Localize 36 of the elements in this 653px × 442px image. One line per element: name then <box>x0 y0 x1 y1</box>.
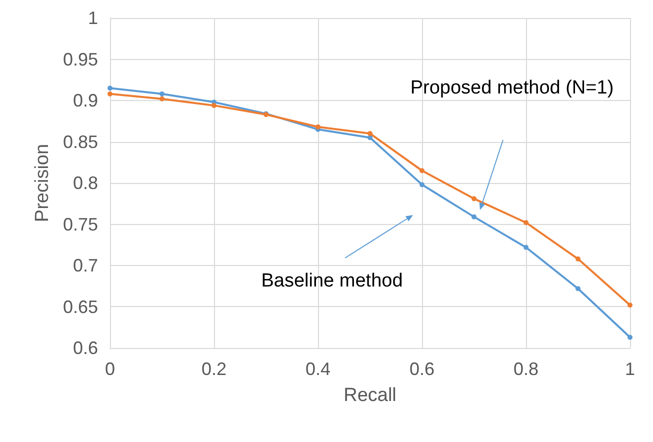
y-tick-label: 0.95 <box>62 49 98 70</box>
point <box>524 244 528 250</box>
y-tick-label: 0.7 <box>72 256 98 276</box>
annotation: Proposed method (N=1) <box>410 78 614 98</box>
y-tick-label: 0.85 <box>62 132 98 152</box>
x-tick-label: 1 <box>624 359 636 379</box>
point <box>212 102 216 108</box>
x-tick-label: 0.8 <box>513 359 539 379</box>
point <box>472 196 476 202</box>
point <box>576 256 580 262</box>
y-tick-label: 1 <box>88 8 98 28</box>
x-tick-label: 0.4 <box>305 359 331 379</box>
x-tick-label: 0.6 <box>409 359 435 379</box>
y-tick-label: 0.9 <box>72 90 98 110</box>
point <box>316 124 320 130</box>
y-tick-label: 0.75 <box>62 214 98 234</box>
x-axis-title: Recall <box>344 385 396 406</box>
point <box>160 96 164 102</box>
point <box>628 302 632 308</box>
point <box>108 86 112 91</box>
point <box>108 91 112 96</box>
annotation: Baseline method <box>261 270 403 292</box>
point <box>368 131 372 136</box>
point <box>420 168 424 174</box>
point <box>576 286 580 292</box>
point <box>420 182 424 188</box>
y-tick-label: 0.8 <box>72 173 98 193</box>
point <box>472 214 476 220</box>
point <box>160 91 164 96</box>
x-tick-label: 0 <box>104 359 116 379</box>
point <box>524 220 528 226</box>
y-axis-title: Precision <box>32 144 53 222</box>
y-tick-label: 0.65 <box>62 296 98 317</box>
point <box>628 334 632 340</box>
x-tick-label: 0.2 <box>201 359 227 379</box>
y-tick-label: 0.6 <box>72 338 98 358</box>
